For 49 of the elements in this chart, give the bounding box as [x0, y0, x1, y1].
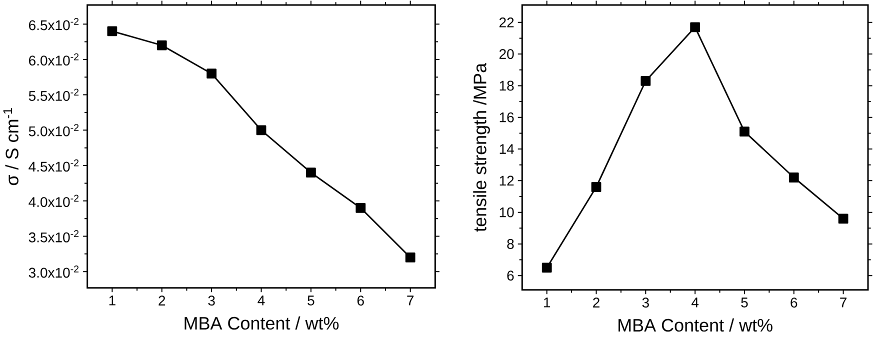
y-tick-label: 3.5x10$^{-2}$	[28, 230, 79, 242]
point	[838, 214, 848, 224]
x-tick-label: 2	[158, 296, 166, 306]
point	[740, 126, 750, 137]
x-tick-label: 4	[258, 296, 265, 306]
x-tick-label: 3	[208, 296, 215, 306]
x-tick-label: 5	[741, 298, 748, 308]
x-tick-label: 7	[407, 296, 414, 306]
y-tick-label: 20	[499, 49, 514, 60]
x-axis-title: MBA Content / wt%	[618, 318, 772, 332]
point	[306, 168, 316, 178]
y-tick-label: 6.5x10$^{-2}$	[29, 18, 79, 30]
x-axis-title: MBA Content / wt%	[184, 316, 339, 330]
y-tick-label: 12	[500, 176, 514, 186]
y-tick-label: 22	[499, 18, 514, 28]
y-tick-label: 8	[507, 239, 514, 250]
x-tick-label: 1	[109, 296, 116, 306]
point	[156, 40, 167, 50]
point	[542, 262, 552, 273]
point	[107, 26, 118, 36]
point	[690, 22, 700, 32]
x-tick-label: 3	[642, 298, 649, 308]
y-tick-label: 10	[500, 207, 514, 218]
y-tick-label: 5.0x10$^{-2}$	[28, 124, 79, 136]
x-tick-label: 6	[357, 296, 364, 306]
x-tick-label: 7	[840, 298, 846, 308]
y-tick-label: 6	[507, 270, 514, 281]
y-axis-title: σ / S cm$^{-1}$	[3, 108, 18, 186]
point	[640, 76, 651, 86]
point	[405, 252, 416, 262]
y-tick-label: 5.5x10$^{-2}$	[28, 88, 79, 101]
y-tick-label: 4.0x10$^{-2}$	[28, 194, 79, 208]
point	[356, 203, 366, 213]
y-tick-label: 4.5x10$^{-2}$	[28, 160, 79, 172]
x-tick-label: 2	[593, 298, 600, 308]
y-tick-label: 6.0x10$^{-2}$	[29, 53, 79, 66]
x-tick-label: 6	[790, 298, 798, 308]
y-tick-label: 3.0x10$^{-2}$	[28, 266, 79, 278]
x-tick-label: 1	[544, 298, 550, 308]
point	[788, 172, 799, 183]
x-tick-label: 4	[691, 298, 699, 308]
x-tick-label: 5	[308, 296, 314, 306]
point	[206, 68, 217, 79]
point	[256, 125, 266, 136]
y-tick-label: 14	[500, 144, 514, 154]
y-axis-title: tensile strength /MPa	[473, 63, 490, 232]
point	[591, 182, 602, 192]
y-tick-label: 18	[500, 80, 514, 91]
y-tick-label: 16	[500, 112, 514, 122]
